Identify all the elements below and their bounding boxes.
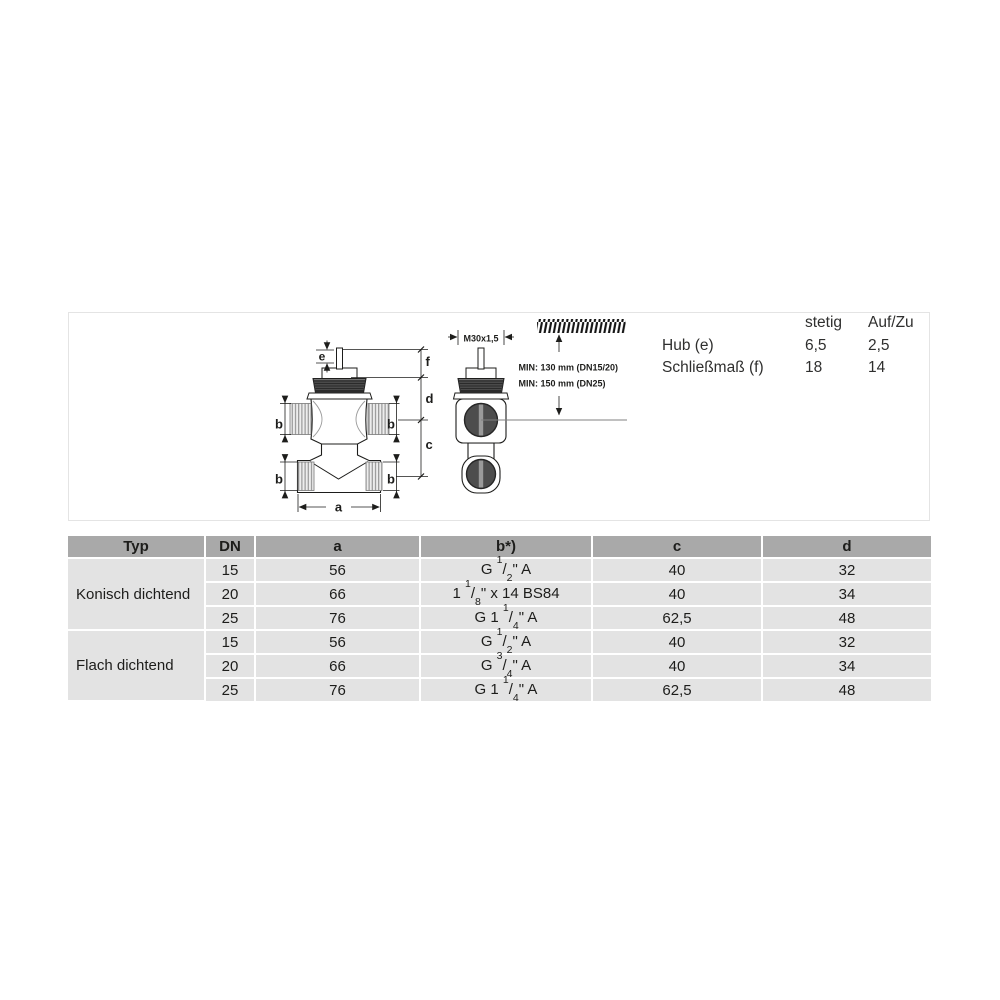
cell-b: G 1 1/4" A	[420, 674, 593, 704]
dim-label-b-lower-right: b	[387, 472, 395, 487]
typ-konisch-dichtend: Konisch dichtend	[68, 558, 206, 631]
table-row: 20 66 G 3/4" A 40 34	[68, 650, 931, 680]
cell-c: 40	[592, 582, 763, 607]
dim-label-c: c	[426, 437, 433, 452]
spec-row-hub-label: Hub (e)	[662, 336, 714, 354]
table-row: 25 76 G 1 1/4" A 62,5 48	[68, 674, 931, 704]
spec-row-schliessmass-stetig: 18	[805, 359, 823, 376]
spec-row-hub-aufzu: 2,5	[868, 336, 890, 354]
dim-label-d: d	[426, 391, 434, 406]
min-distance-note-1: MIN: 130 mm (DN15/20)	[519, 363, 619, 373]
table-row: 20 66 1 1/8" x 14 BS84 40 34	[68, 578, 931, 608]
col-header-a: a	[255, 536, 421, 559]
cell-d: 48	[762, 678, 931, 701]
cell-d: 34	[762, 654, 931, 679]
cell-dn: 15	[205, 630, 256, 655]
col-header-b: b*)	[420, 536, 593, 559]
spec-row-hub-stetig: 6,5	[805, 336, 827, 354]
col-header-dn: DN	[205, 536, 256, 559]
typ-flach-dichtend: Flach dichtend	[68, 630, 206, 702]
col-header-d: d	[762, 536, 931, 559]
table-row: 25 76 G 1 1/4" A 62,5 48	[68, 602, 931, 632]
cell-dn: 25	[205, 678, 256, 701]
cell-a: 66	[255, 582, 421, 607]
valve-technical-drawing: e f d c b b b b a	[275, 319, 627, 515]
dim-label-a: a	[335, 500, 343, 515]
wall-hatch-bar	[537, 319, 626, 333]
dim-label-b-upper-left: b	[275, 417, 283, 432]
cell-b: G 1/2" A	[420, 626, 593, 656]
cell-c: 40	[592, 654, 763, 679]
cell-d: 32	[762, 630, 931, 655]
cell-c: 62,5	[592, 606, 763, 631]
spec-row-schliessmass-label: Schließmaß (f)	[662, 359, 764, 376]
cell-dn: 20	[205, 654, 256, 679]
side-view-dimensions	[448, 330, 563, 416]
dim-label-e: e	[319, 350, 326, 364]
cell-a: 56	[255, 630, 421, 655]
cell-a: 76	[255, 606, 421, 631]
drawing-panel: e f d c b b b b a	[68, 312, 930, 521]
spec-col-stetig: stetig	[805, 314, 843, 331]
cell-d: 34	[762, 582, 931, 607]
cell-d: 32	[762, 558, 931, 583]
spec-row-schliessmass-aufzu: 14	[868, 359, 886, 376]
cell-b: G 1 1/4" A	[420, 602, 593, 632]
table-header-row: Typ DN a b*) c d	[68, 536, 931, 559]
cell-a: 76	[255, 678, 421, 701]
cell-a: 56	[255, 558, 421, 583]
spec-corner-blank	[662, 312, 805, 335]
front-view-dimensions	[280, 340, 428, 512]
stroke-spec-table: stetig Auf/Zu Hub (e) 6,5 2,5 Schließmaß…	[662, 312, 953, 380]
cell-dn: 20	[205, 582, 256, 607]
dim-label-b-upper-right: b	[387, 417, 395, 432]
cell-c: 62,5	[592, 678, 763, 701]
valve-front-view	[289, 347, 390, 494]
dimensions-table-wrap: Typ DN a b*) c d Konisch dichtend 15 56 …	[68, 536, 931, 704]
table-row: Flach dichtend 15 56 G 1/2" A 40 32	[68, 626, 931, 702]
cell-c: 40	[592, 558, 763, 583]
dimensions-table: Typ DN a b*) c d Konisch dichtend 15 56 …	[68, 536, 931, 704]
spec-col-aufzu: Auf/Zu	[868, 314, 914, 331]
cell-dn: 25	[205, 606, 256, 631]
cell-b: 1 1/8" x 14 BS84	[420, 578, 593, 608]
thread-size-label: M30x1,5	[463, 334, 498, 344]
table-row: Konisch dichtend 15 56 G 1/2" A 40 32	[68, 554, 931, 631]
cell-b: G 3/4" A	[420, 650, 593, 680]
dim-label-f: f	[426, 354, 431, 369]
cell-dn: 15	[205, 558, 256, 583]
col-header-c: c	[592, 536, 763, 559]
cell-a: 66	[255, 654, 421, 679]
valve-side-view	[452, 347, 627, 494]
cell-d: 48	[762, 606, 931, 631]
cell-c: 40	[592, 630, 763, 655]
cell-b: G 1/2" A	[420, 554, 593, 584]
dim-label-b-lower-left: b	[275, 472, 283, 487]
col-header-typ: Typ	[68, 536, 206, 559]
min-distance-note-2: MIN: 150 mm (DN25)	[519, 379, 606, 389]
